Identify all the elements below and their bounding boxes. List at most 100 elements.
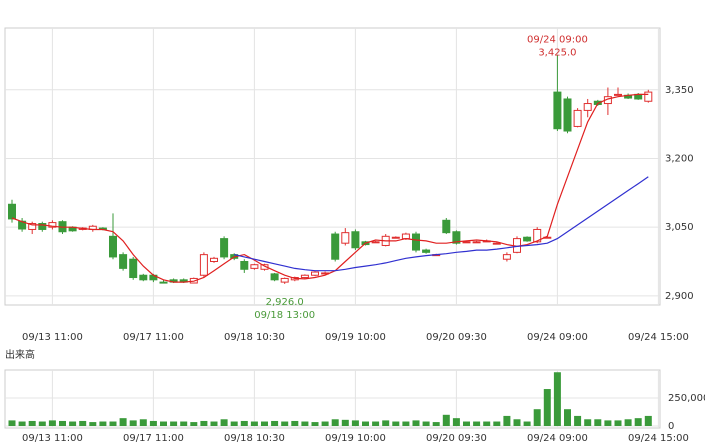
- volume-bar: [28, 420, 36, 426]
- candle-body: [38, 223, 47, 230]
- candle-body: [351, 231, 360, 249]
- candle-body: [28, 223, 37, 230]
- volume-bar: [321, 421, 329, 426]
- candle-body: [452, 231, 461, 244]
- volume-bar: [79, 420, 87, 426]
- candle-body: [401, 233, 410, 240]
- volume-bar: [109, 421, 117, 426]
- y-tick-label: 2,900: [665, 291, 694, 302]
- candle-body: [523, 236, 532, 242]
- candle-body: [573, 109, 582, 127]
- volume-bar: [311, 422, 319, 426]
- volume-bar: [59, 420, 66, 426]
- volume-bar: [452, 418, 460, 426]
- volume-bar: [18, 421, 26, 426]
- candle-body: [371, 241, 380, 244]
- candle-body: [199, 254, 208, 276]
- volume-bar: [574, 415, 582, 426]
- candle-body: [270, 273, 279, 281]
- volume-bar: [422, 421, 430, 426]
- candle-body: [553, 91, 562, 130]
- volume-bar: [240, 420, 248, 426]
- volume-bar: [624, 419, 632, 426]
- candle-body: [311, 271, 319, 276]
- volume-bar: [291, 420, 299, 426]
- x-tick-label: 09/20 09:30: [426, 433, 487, 444]
- volume-bar: [432, 422, 440, 426]
- x-tick-label: 09/20 09:30: [426, 332, 487, 343]
- moving-average-line: [11, 93, 649, 283]
- volume-bar: [129, 420, 137, 426]
- candle-body: [8, 203, 16, 220]
- volume-bar: [230, 421, 238, 426]
- x-tick-label: 09/24 15:00: [628, 433, 689, 444]
- volume-bar: [392, 421, 400, 426]
- x-tick-label: 09/24 15:00: [628, 332, 689, 343]
- candle-body: [300, 274, 309, 279]
- volume-bar: [362, 421, 369, 426]
- volume-bar: [8, 420, 16, 426]
- volume-bar: [220, 419, 228, 426]
- candle-body: [502, 254, 511, 260]
- volume-title: 出来高: [5, 348, 35, 361]
- candle-body: [250, 264, 259, 269]
- volume-panel: [4, 369, 661, 429]
- volume-bar: [149, 420, 157, 426]
- candle-body: [129, 258, 138, 279]
- candle-body: [341, 232, 350, 244]
- candle-body: [109, 235, 117, 258]
- volume-bar: [341, 419, 349, 426]
- volume-bar: [160, 421, 167, 426]
- volume-bar: [261, 421, 268, 426]
- volume-bar: [38, 421, 46, 426]
- x-tick-label: 09/13 11:00: [22, 433, 83, 444]
- candle-body: [462, 241, 471, 244]
- candle-body: [644, 91, 653, 102]
- volume-bar: [200, 420, 208, 426]
- candle-body: [583, 103, 592, 111]
- volume-bar: [634, 418, 642, 426]
- y-tick-label: 250,000: [668, 393, 705, 404]
- price-panel: [4, 27, 661, 306]
- y-tick-label: 0: [668, 421, 674, 432]
- x-tick-label: 09/24 09:00: [527, 433, 588, 444]
- min-annotation-time: 09/18 13:00: [254, 310, 315, 321]
- candle-body: [391, 236, 400, 239]
- volume-bar: [190, 422, 198, 426]
- volume-bar: [473, 421, 481, 426]
- volume-bar: [543, 389, 551, 426]
- candle-body: [533, 228, 542, 243]
- x-tick-label: 09/17 11:00: [123, 332, 184, 343]
- volume-bar: [493, 421, 501, 426]
- candle-body: [331, 233, 340, 260]
- volume-bar: [412, 420, 420, 426]
- y-tick-label: 3,350: [665, 85, 694, 96]
- max-annotation-value: 3,425.0: [538, 47, 576, 58]
- volume-bar: [281, 421, 289, 426]
- x-tick-label: 09/19 10:00: [325, 433, 386, 444]
- candle-body: [139, 274, 148, 281]
- candle-body: [260, 264, 269, 270]
- volume-bar: [564, 409, 571, 426]
- volume-bar: [513, 419, 521, 426]
- candle-body: [210, 257, 218, 263]
- volume-bar: [442, 414, 450, 426]
- volume-bar: [584, 419, 592, 426]
- volume-bar: [553, 372, 561, 426]
- volume-bar: [139, 419, 147, 426]
- volume-bar: [210, 421, 218, 426]
- candle-body: [412, 233, 420, 251]
- candle-body: [159, 281, 168, 284]
- volume-bar: [331, 419, 339, 426]
- volume-bar: [503, 415, 511, 426]
- x-tick-label: 09/17 11:00: [123, 433, 184, 444]
- volume-bar: [301, 421, 309, 426]
- volume-bar: [382, 420, 390, 426]
- x-tick-label: 09/18 10:30: [224, 332, 285, 343]
- volume-bar: [372, 421, 380, 426]
- volume-bar: [533, 409, 541, 426]
- volume-bar: [69, 421, 77, 426]
- candle-body: [119, 254, 128, 269]
- volume-bar: [594, 419, 602, 426]
